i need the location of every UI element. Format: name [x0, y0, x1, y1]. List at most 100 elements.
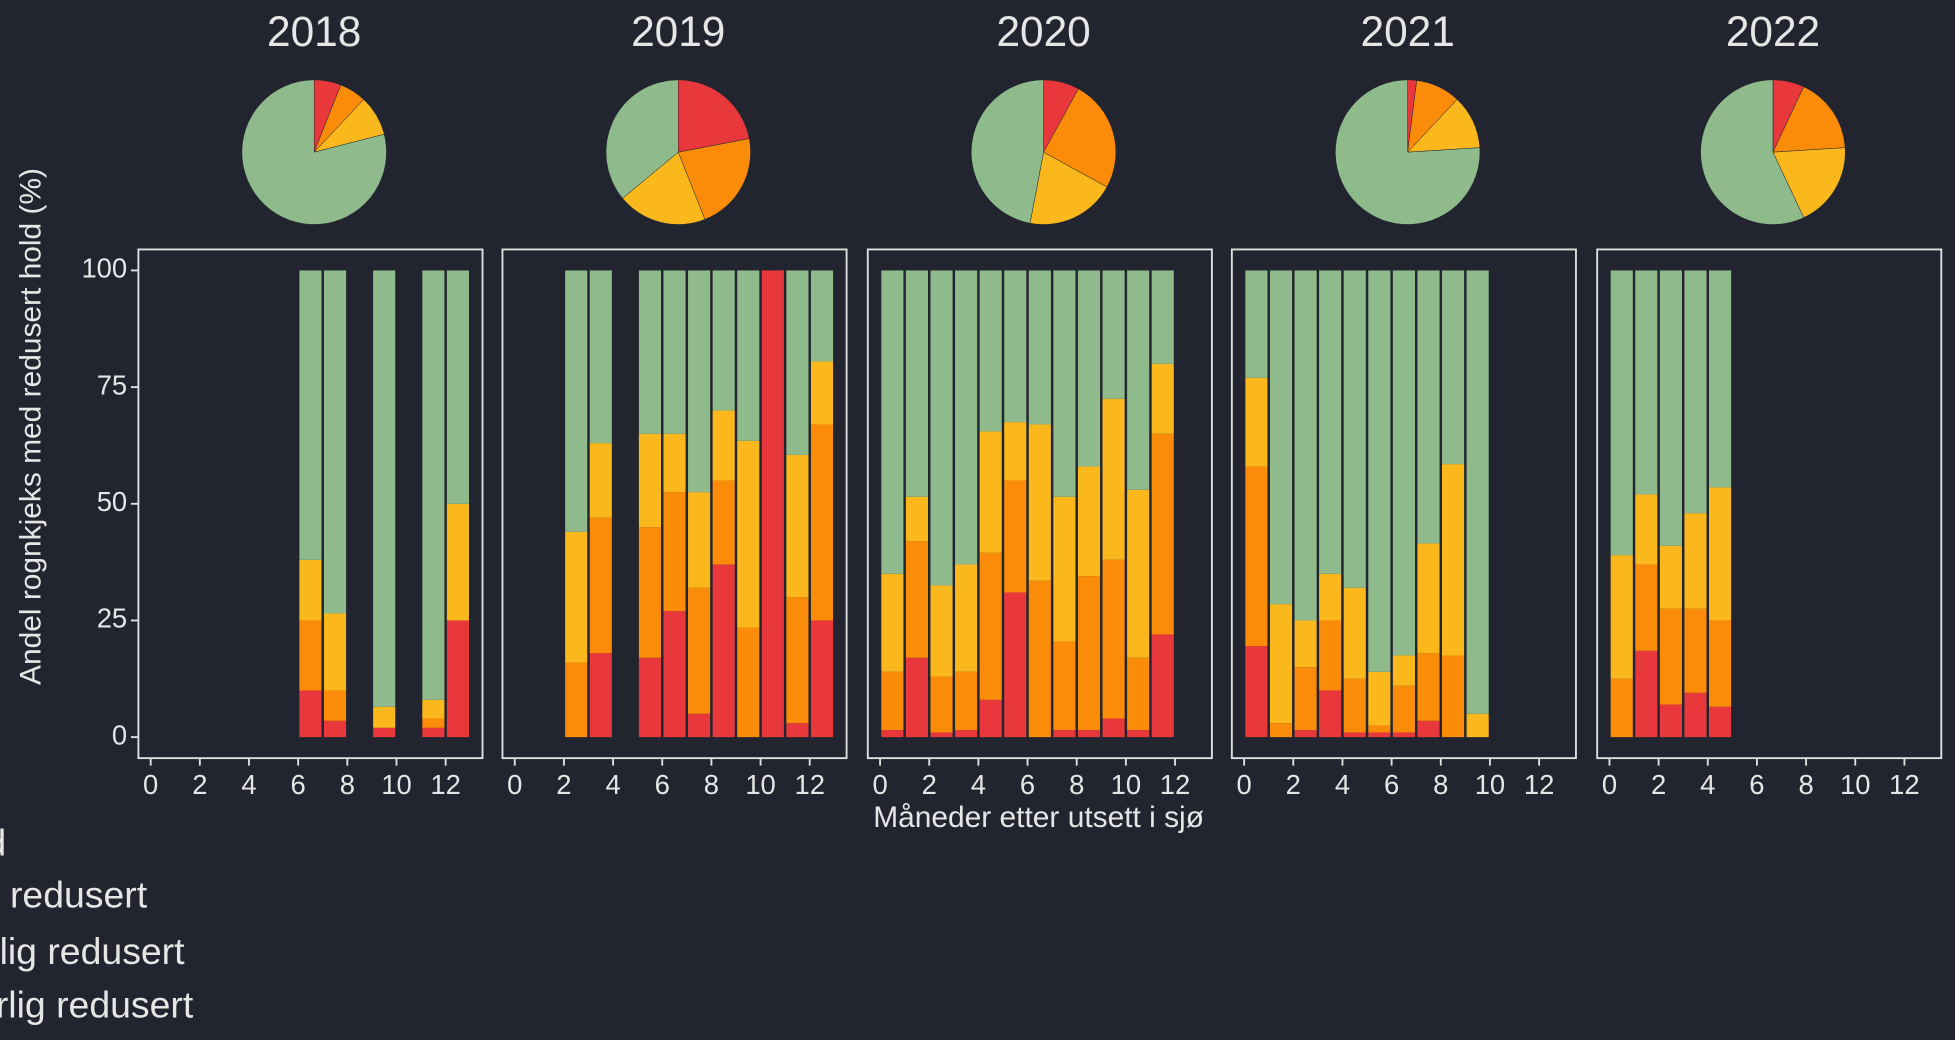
bar-segment	[881, 671, 904, 731]
bar-segment	[1077, 730, 1101, 738]
bar-segment	[446, 620, 469, 738]
bar-segment	[712, 480, 735, 565]
bar-segment	[905, 657, 929, 738]
bar-segment	[422, 270, 445, 700]
panel-frame	[1596, 248, 1943, 760]
bar-segment	[1319, 620, 1342, 691]
bar-segment	[786, 270, 809, 455]
bar-segment	[1343, 270, 1366, 588]
bar-segment	[1151, 634, 1174, 738]
y-tick-label: 25	[97, 603, 127, 634]
bar-segment	[1368, 671, 1391, 726]
bar-segment	[1004, 422, 1027, 481]
bar-segment	[905, 270, 929, 497]
bar-segment	[786, 454, 809, 598]
x-tick-label: 6	[1749, 769, 1764, 800]
panel-frame	[1230, 248, 1577, 760]
y-tick-label: 100	[81, 253, 127, 284]
bar-segment	[1610, 678, 1633, 738]
bar-segment	[1294, 730, 1317, 738]
x-tick-label: 10	[1111, 769, 1141, 800]
bar-segment	[761, 270, 784, 738]
bar-segment	[422, 718, 445, 728]
bar-segment	[1127, 730, 1150, 738]
bar-segment	[1127, 489, 1150, 658]
x-tick-label: 4	[241, 769, 256, 800]
pie-slice	[1772, 86, 1846, 153]
pie-title: 2019	[631, 8, 725, 55]
bar-segment	[1269, 604, 1293, 724]
bar-segment	[1368, 725, 1391, 733]
x-tick-label: 6	[1020, 769, 1035, 800]
bar-segment	[1442, 655, 1465, 738]
legend-label: God	[0, 821, 6, 863]
x-tick-label: 4	[971, 769, 986, 800]
bar-segment	[1684, 608, 1707, 693]
bar-segment	[446, 270, 469, 504]
x-tick-label: 4	[605, 769, 620, 800]
bar-segment	[1319, 270, 1342, 574]
bar-segment	[589, 443, 612, 518]
bar-segment	[810, 361, 834, 425]
bar-segment	[1077, 270, 1101, 467]
pie-slice	[605, 79, 679, 199]
x-tick-label: 2	[1651, 769, 1666, 800]
bar-segment	[638, 527, 662, 658]
x-tick-label: 0	[507, 769, 522, 800]
bar-segment	[930, 270, 953, 586]
x-axis-label: Måneder etter utsett i sjø	[873, 801, 1204, 834]
bar-segment	[1343, 678, 1366, 733]
bar-segment	[1053, 496, 1076, 642]
panel-frame	[866, 248, 1213, 760]
bar-segment	[1053, 641, 1076, 731]
x-tick-label: 0	[872, 769, 887, 800]
legend-label: Betydelig redusert	[0, 930, 185, 972]
bar-segment	[565, 531, 588, 663]
bar-segment	[663, 433, 686, 493]
x-tick-label: 12	[430, 769, 460, 800]
bar-segment	[1709, 706, 1732, 738]
bar-segment	[1053, 270, 1076, 497]
bar-segment	[422, 699, 445, 719]
pie-slice	[241, 79, 387, 225]
bar-segment	[1417, 653, 1440, 721]
bar-segment	[373, 727, 396, 738]
bar-segment	[1102, 718, 1125, 738]
x-tick-label: 10	[1475, 769, 1505, 800]
x-tick-label: 8	[704, 769, 719, 800]
bar-segment	[1053, 730, 1076, 738]
bar-segment	[1319, 573, 1342, 621]
pie-title: 2018	[267, 8, 361, 55]
bar-segment	[930, 732, 953, 738]
x-tick-label: 2	[556, 769, 571, 800]
bar-segment	[1466, 270, 1489, 714]
bar-segment	[1151, 433, 1174, 635]
pie-slice	[1772, 147, 1846, 218]
bar-segment	[1684, 270, 1707, 514]
bar-segment	[1269, 723, 1293, 738]
x-tick-label: 6	[291, 769, 306, 800]
pie-slice	[1043, 88, 1117, 188]
bar-segment	[565, 662, 588, 738]
bar-segment	[422, 727, 445, 738]
bar-segment	[1659, 704, 1682, 738]
bar-segment	[1319, 690, 1342, 738]
pie-slice	[622, 151, 706, 225]
bar-segment	[1368, 732, 1391, 738]
bar-segment	[930, 676, 953, 733]
bar-segment	[955, 564, 978, 672]
bar-segment	[1392, 270, 1415, 656]
bar-segment	[1635, 494, 1658, 565]
x-tick-label: 8	[340, 769, 355, 800]
bar-segment	[1028, 580, 1051, 738]
pie-slice	[1700, 79, 1805, 225]
bar-segment	[737, 627, 760, 738]
bar-segment	[979, 552, 1002, 700]
pie-slice	[678, 79, 750, 153]
bar-segment	[299, 620, 322, 691]
bar-segment	[1004, 480, 1027, 593]
bar-segment	[565, 270, 588, 532]
bar-segment	[1466, 713, 1489, 738]
bar-segment	[663, 611, 686, 738]
